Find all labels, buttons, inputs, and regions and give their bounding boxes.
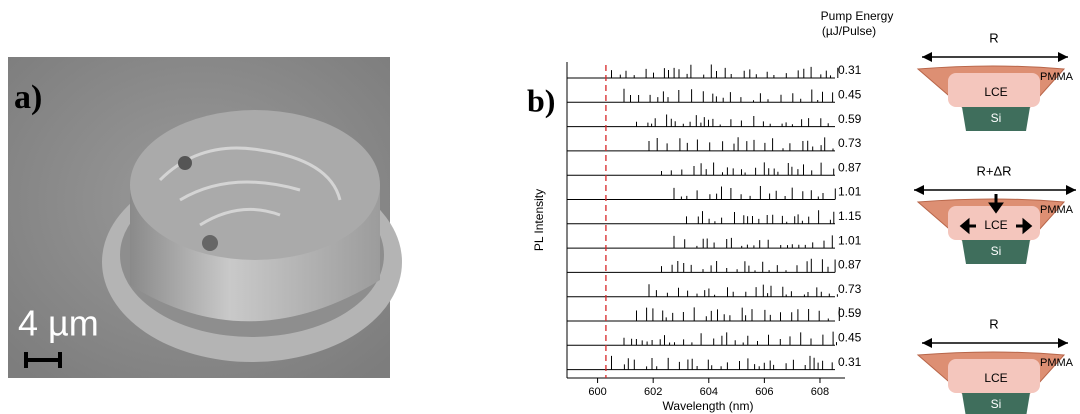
trace-label: 0.31: [838, 63, 862, 77]
schematic: R PMMA LCE Si: [916, 30, 1074, 131]
trace-label: 0.59: [838, 112, 862, 126]
spectrum-trace: [567, 88, 835, 103]
legend-title: Pump Energy: [821, 9, 894, 23]
panel-label: b): [527, 82, 555, 118]
x-tick-label: 606: [755, 386, 773, 398]
lce-core: [948, 359, 1040, 393]
spectrum-trace: [567, 307, 840, 322]
lce-core: [948, 73, 1040, 107]
base-label: Si: [991, 397, 1002, 411]
si-base: [962, 393, 1030, 414]
x-axis-label: Wavelength (nm): [663, 399, 754, 413]
force-arrows: [959, 194, 1033, 235]
radius-label: R+ΔR: [976, 163, 1011, 178]
spectrum-trace: [567, 235, 835, 249]
shell-label: PMMA: [1040, 204, 1074, 216]
trace-label: 0.73: [838, 136, 862, 150]
x-tick-label: 604: [700, 386, 718, 398]
trace-label: 0.45: [838, 330, 862, 344]
spectrum-trace: [567, 331, 837, 346]
spectrum-trace: [567, 64, 839, 79]
lce-core: [948, 206, 1040, 240]
core-label: LCE: [984, 371, 1007, 385]
spectrum-trace: [567, 258, 836, 273]
core-label: LCE: [984, 85, 1007, 99]
shell-label: PMMA: [1040, 357, 1074, 369]
spectrum-trace: [567, 114, 835, 128]
base-label: Si: [991, 111, 1002, 125]
trace-label: 1.01: [838, 185, 862, 199]
shell-label: PMMA: [1040, 71, 1074, 83]
spectrum-trace: [567, 210, 835, 225]
y-axis-label: PL Intensity: [532, 189, 546, 251]
trace-label: 0.87: [838, 258, 862, 272]
si-base: [962, 240, 1030, 264]
radius-label: R: [989, 316, 998, 331]
core-label: LCE: [984, 218, 1007, 232]
trace-label: 0.87: [838, 160, 862, 174]
si-base: [962, 107, 1030, 131]
spectrum-trace: [567, 186, 836, 200]
panel-label: a): [14, 79, 42, 116]
scale-bar-label: 4 µm: [18, 303, 99, 344]
trace-label: 0.59: [838, 306, 862, 320]
schematic: R+ΔR PMMA LCE Si: [914, 163, 1076, 264]
base-label: Si: [991, 244, 1002, 258]
trace-label: 1.15: [838, 209, 862, 223]
trace-label: 0.31: [838, 355, 862, 369]
schematic: R PMMA LCE Si: [916, 316, 1074, 414]
spectrum-trace: [567, 137, 835, 152]
trace-label: 1.01: [838, 233, 862, 247]
trace-label: 0.45: [838, 87, 862, 101]
radius-label: R: [989, 30, 998, 45]
x-tick-label: 608: [811, 386, 829, 398]
spectrum-trace: [567, 284, 838, 298]
scale-bar: [24, 352, 62, 368]
x-tick-label: 602: [644, 386, 662, 398]
trace-label: 0.73: [838, 282, 862, 296]
spectrum-trace: [567, 355, 835, 371]
sem-image: [8, 57, 402, 378]
legend-unit: (µJ/Pulse): [822, 24, 876, 38]
x-tick-label: 600: [588, 386, 606, 398]
spectrum-trace: [567, 162, 835, 176]
